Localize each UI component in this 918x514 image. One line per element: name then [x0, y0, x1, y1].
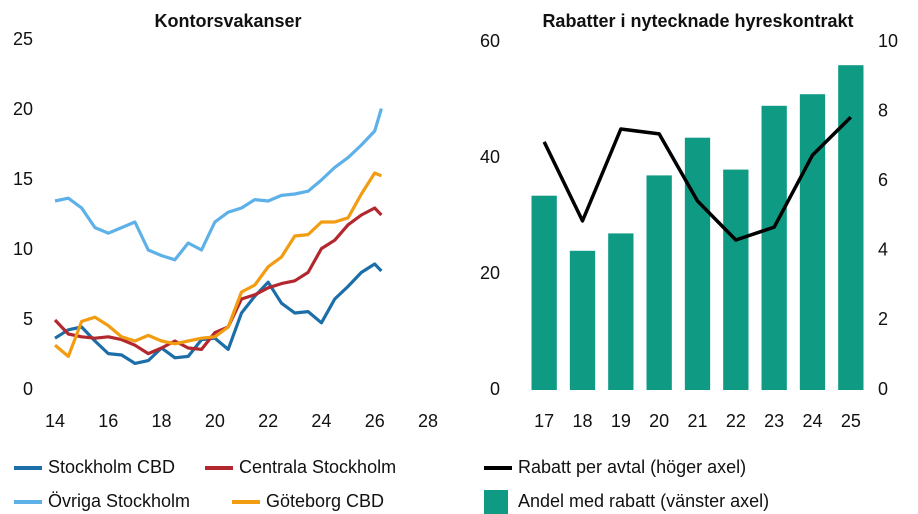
y2-tick-label: 8	[878, 100, 888, 120]
y-tick-label: 25	[13, 29, 33, 49]
x-tick-label: 14	[45, 411, 65, 431]
x-tick-label: 28	[418, 411, 438, 431]
bar	[723, 169, 749, 390]
bar	[799, 94, 826, 390]
y-tick-label: 60	[480, 31, 500, 51]
y-tick-label: 20	[480, 263, 500, 283]
x-tick-label: 16	[98, 411, 118, 431]
y-tick-label: 15	[13, 169, 33, 189]
bar	[684, 137, 711, 390]
y-tick-label: 0	[23, 379, 33, 399]
y-tick-label: 10	[13, 239, 33, 259]
x-tick-label: 22	[726, 411, 746, 431]
y-tick-label: 5	[23, 309, 33, 329]
legend-label: Rabatt per avtal (höger axel)	[518, 457, 746, 477]
legend-swatch	[484, 490, 508, 514]
x-tick-label: 19	[611, 411, 631, 431]
y2-tick-label: 0	[878, 379, 888, 399]
y-tick-label: 40	[480, 147, 500, 167]
legend-label: Centrala Stockholm	[239, 457, 396, 477]
x-tick-label: 20	[649, 411, 669, 431]
y2-tick-label: 4	[878, 240, 888, 260]
y2-tick-label: 2	[878, 309, 888, 329]
x-tick-label: 21	[687, 411, 707, 431]
y-tick-label: 0	[490, 379, 500, 399]
y-tick-label: 20	[13, 99, 33, 119]
series-line	[53, 206, 383, 356]
bar	[569, 250, 596, 390]
x-tick-label: 24	[311, 411, 331, 431]
legend-label: Andel med rabatt (vänster axel)	[518, 491, 769, 511]
x-tick-label: 18	[572, 411, 592, 431]
series-line	[53, 171, 382, 358]
x-tick-label: 18	[152, 411, 172, 431]
bar	[531, 195, 557, 390]
x-tick-label: 26	[365, 411, 385, 431]
legend-label: Stockholm CBD	[48, 457, 175, 477]
x-tick-label: 25	[841, 411, 861, 431]
legend-label: Göteborg CBD	[266, 491, 384, 511]
series-line	[542, 115, 853, 242]
x-tick-label: 23	[764, 411, 784, 431]
bar	[761, 105, 787, 391]
legend-label: Övriga Stockholm	[48, 491, 190, 511]
y2-tick-label: 10	[878, 31, 898, 51]
x-tick-label: 24	[802, 411, 822, 431]
y2-tick-label: 6	[878, 170, 888, 190]
bar	[608, 233, 634, 390]
chart-title: Kontorsvakanser	[154, 11, 301, 31]
series-line	[54, 108, 383, 262]
bar	[646, 175, 672, 390]
bar	[838, 65, 864, 390]
x-tick-label: 22	[258, 411, 278, 431]
series-line	[54, 262, 383, 365]
x-tick-label: 17	[534, 411, 554, 431]
x-tick-label: 20	[205, 411, 225, 431]
chart-title: Rabatter i nytecknade hyreskontrakt	[542, 11, 853, 31]
